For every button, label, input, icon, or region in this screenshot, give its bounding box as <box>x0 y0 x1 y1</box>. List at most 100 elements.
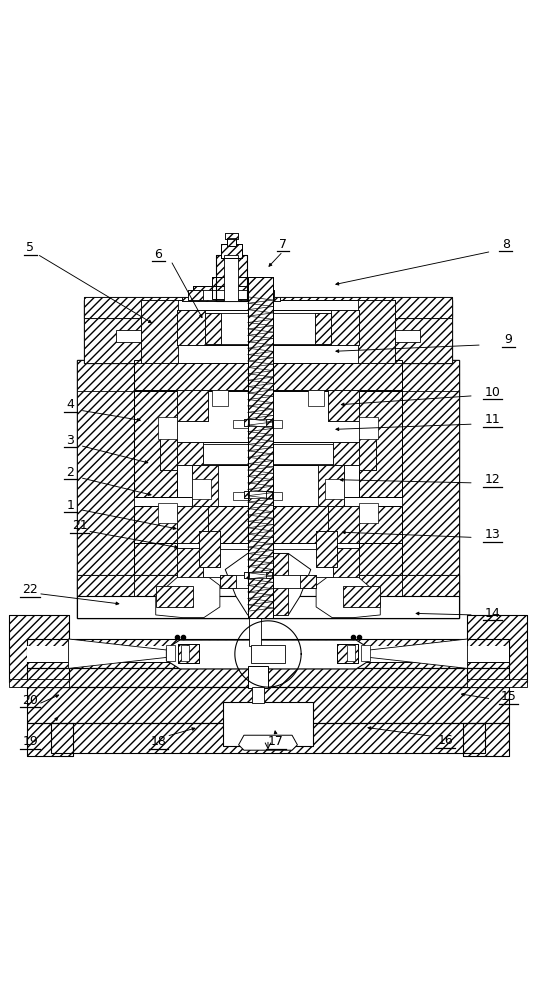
Bar <box>27 668 509 687</box>
Bar <box>160 437 177 470</box>
Bar <box>359 503 377 523</box>
Text: 16: 16 <box>437 734 453 747</box>
Text: 3: 3 <box>66 434 74 447</box>
Text: 18: 18 <box>151 735 166 748</box>
Text: 7: 7 <box>279 238 287 251</box>
Bar <box>193 286 269 301</box>
Bar <box>135 506 401 543</box>
Bar <box>27 639 509 668</box>
Bar <box>359 390 401 497</box>
Bar <box>159 503 177 523</box>
Bar <box>182 297 280 301</box>
Bar <box>316 531 338 567</box>
Bar <box>177 390 359 497</box>
Bar <box>338 644 358 663</box>
Polygon shape <box>156 578 220 618</box>
Bar <box>192 465 218 506</box>
Bar <box>177 543 359 579</box>
Bar <box>308 390 324 406</box>
Bar <box>315 313 331 344</box>
Bar <box>192 479 211 499</box>
Text: 13: 13 <box>485 528 501 541</box>
Bar <box>222 702 314 746</box>
Bar <box>401 575 459 596</box>
Polygon shape <box>251 645 285 663</box>
Text: 10: 10 <box>485 386 501 399</box>
Bar <box>359 437 376 470</box>
Bar <box>248 553 288 615</box>
Bar <box>347 645 355 661</box>
Bar <box>84 300 142 363</box>
Bar <box>160 437 177 470</box>
Text: 2: 2 <box>66 466 74 479</box>
Bar <box>401 360 459 618</box>
Bar <box>177 548 203 578</box>
Bar <box>27 639 509 668</box>
Polygon shape <box>225 553 311 615</box>
Bar <box>203 444 333 464</box>
Bar <box>259 290 274 300</box>
Bar <box>178 644 198 663</box>
Bar <box>244 572 272 578</box>
Bar <box>244 419 249 426</box>
Bar <box>205 313 221 344</box>
Bar <box>244 572 249 578</box>
Bar <box>463 723 509 756</box>
Bar <box>248 277 273 618</box>
Bar <box>266 491 272 498</box>
Polygon shape <box>166 640 370 669</box>
Bar <box>221 244 242 258</box>
Bar <box>300 575 316 588</box>
Text: 11: 11 <box>485 413 501 426</box>
Bar <box>377 330 420 342</box>
Text: 5: 5 <box>26 241 34 254</box>
Bar <box>359 390 401 497</box>
Bar <box>359 300 394 363</box>
Bar <box>248 277 273 618</box>
Bar <box>77 360 135 618</box>
Bar <box>394 300 452 363</box>
Bar <box>328 506 359 543</box>
Bar <box>51 723 485 753</box>
Bar <box>135 543 177 578</box>
Bar <box>244 419 272 426</box>
Bar <box>135 360 401 391</box>
Bar <box>227 238 236 246</box>
Bar <box>220 575 236 588</box>
Bar <box>177 442 359 465</box>
Bar <box>182 297 280 301</box>
Bar <box>328 506 359 543</box>
Text: 20: 20 <box>22 694 38 707</box>
Text: 12: 12 <box>485 473 501 486</box>
Polygon shape <box>239 735 297 750</box>
Polygon shape <box>316 578 380 618</box>
Bar <box>193 286 269 301</box>
Bar <box>135 506 401 543</box>
Bar <box>266 419 272 426</box>
Bar <box>177 390 208 421</box>
Bar <box>77 596 459 618</box>
Bar <box>205 313 221 344</box>
Bar <box>77 360 459 618</box>
Bar <box>9 615 69 682</box>
Bar <box>333 442 359 465</box>
Bar <box>328 390 359 421</box>
Bar <box>77 360 459 391</box>
Bar <box>359 543 401 578</box>
Bar <box>203 549 333 577</box>
Bar <box>135 390 177 497</box>
Text: 14: 14 <box>485 607 501 620</box>
Text: 8: 8 <box>502 238 510 251</box>
Text: 22: 22 <box>22 583 38 596</box>
Bar <box>212 390 228 406</box>
Bar <box>252 687 264 703</box>
Text: 9: 9 <box>504 333 512 346</box>
Bar <box>135 575 177 596</box>
Bar <box>188 290 203 300</box>
Bar <box>212 277 250 299</box>
Bar <box>359 575 401 596</box>
Bar <box>205 313 331 344</box>
Bar <box>248 666 268 688</box>
Bar <box>159 417 177 439</box>
Bar <box>359 543 401 578</box>
